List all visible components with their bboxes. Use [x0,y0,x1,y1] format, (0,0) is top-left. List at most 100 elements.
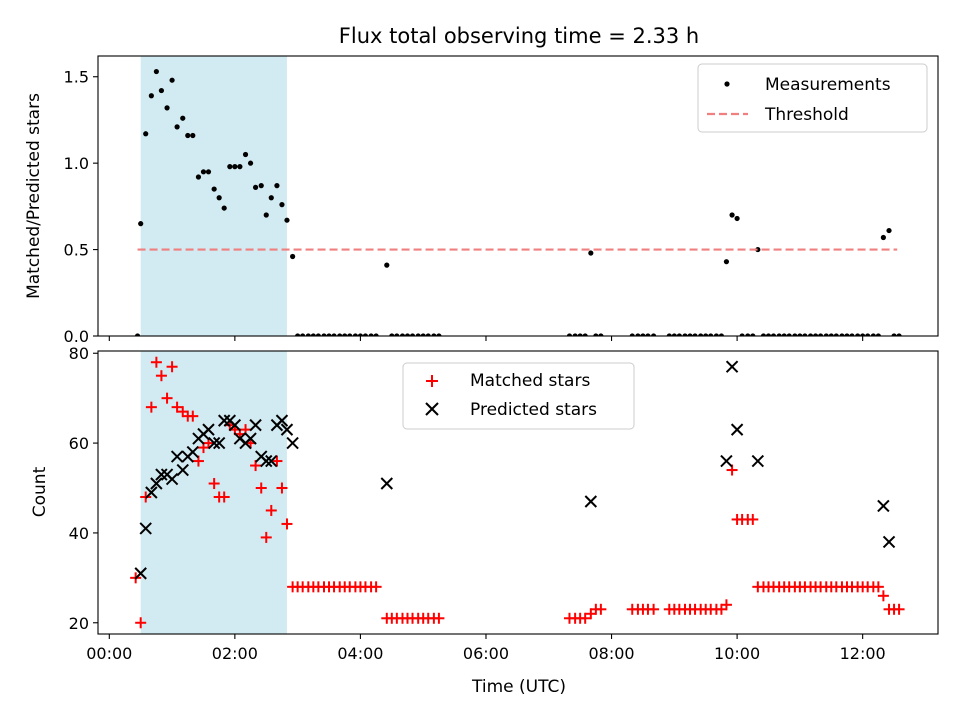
predicted-stars-point [134,567,147,580]
measurement-point [420,333,426,336]
predicted-stars-point [265,454,278,468]
measurement-point [227,164,233,170]
measurement-point [232,164,238,170]
bottom-panel-ylabel: Count [30,466,50,517]
measurement-point [436,333,442,336]
measurement-point [640,333,646,336]
legend-measurements: Measurements [765,75,891,95]
legend-matched: Matched stars [470,371,590,391]
legend-matched-marker [426,375,438,387]
y-tick-label: 20 [69,614,89,633]
measurement-point [211,186,217,192]
matched-stars-point [370,581,382,593]
measurement-point [781,333,787,336]
predicted-stars-point [150,477,163,490]
top-panel-frame [97,55,939,337]
measurement-point [880,234,886,241]
predicted-stars-point [751,454,765,468]
legend-threshold: Threshold [764,105,849,125]
measurement-point [692,333,698,336]
matched-stars-point [276,482,288,494]
measurement-point [676,333,682,336]
measurement-point [258,183,264,189]
measurement-point [645,333,651,336]
measurement-point [818,333,824,336]
measurement-point [431,333,437,336]
matched-stars-point [260,531,272,543]
bottom-panel-counts: 00:00 02:00 04:00 06:00 08:00 10:00 12:00 20 40 6… [30,344,939,697]
x-tick-label: 02:00 [212,644,258,663]
measurement-point [651,333,657,336]
measurement-point [337,333,343,336]
matched-stars-point [265,504,277,516]
predicted-stars-point [260,454,273,468]
measurement-point [786,333,792,336]
measurement-point [708,333,714,336]
matched-stars-point [433,612,445,624]
predicted-stars-point [207,436,221,450]
predicted-stars-point [882,535,896,549]
measurement-point [295,333,301,336]
x-tick-label: 00:00 [86,644,132,663]
matched-stars-point [893,603,905,615]
measurement-point [362,333,369,336]
legend-predicted-marker [425,402,439,416]
measurement-point [844,333,850,336]
predicted-stars-point [228,418,242,432]
measurement-point [588,250,594,256]
top-legend: Measurements Threshold [697,63,928,133]
measurement-point [164,105,170,111]
measurement-point [290,253,296,260]
measurement-point [718,333,725,336]
measurement-point [415,333,421,336]
measurement-point [284,217,290,223]
measurement-point [205,169,212,175]
measurement-point [315,333,321,336]
measurement-point [310,333,316,336]
measurement-point [216,195,222,201]
measurement-point [745,333,751,336]
measurement-point [572,333,578,336]
measurement-point [739,333,745,336]
matched-stars-point [255,482,267,494]
measurement-point [582,333,588,336]
measurement-point [865,333,871,336]
matched-stars-point [648,603,660,615]
measurement-point [577,333,583,336]
predicted-stars-point [725,360,739,373]
matched-stars-point [595,603,607,615]
predicted-stars-point [212,436,226,450]
measurement-point [404,333,411,336]
measurement-point [760,333,767,336]
predicted-stars-point [176,463,189,477]
matched-stars-point [872,581,884,593]
measurement-point [802,333,808,336]
measurement-point [138,221,144,227]
legend-measurements-marker [724,81,730,87]
matched-stars-point [171,401,183,413]
predicted-stars-point [380,477,393,490]
measurement-point [770,333,777,336]
measurement-point [870,333,876,336]
measurement-point [593,333,599,336]
x-tick-label: 08:00 [588,644,634,663]
predicted-stars-point [202,423,215,436]
measurement-point [153,68,159,75]
measurement-point [765,333,772,336]
matched-stars-point [720,599,732,611]
measurement-point [200,169,207,175]
predicted-stars-point [165,472,179,486]
predicted-stars-point [584,495,598,508]
measurement-point [698,333,704,336]
bottom-panel-xlabel: Time (UTC) [471,677,566,697]
matched-stars-point [208,478,220,490]
measurement-point [635,333,641,336]
chart-title: Flux total observing time = 2.33 h [339,24,699,48]
legend-predicted: Predicted stars [470,400,597,420]
measurement-point [274,183,280,189]
matched-stars-point [747,513,759,525]
measurement-point [252,184,259,190]
measurement-point [342,333,348,336]
measurement-point [384,262,390,268]
